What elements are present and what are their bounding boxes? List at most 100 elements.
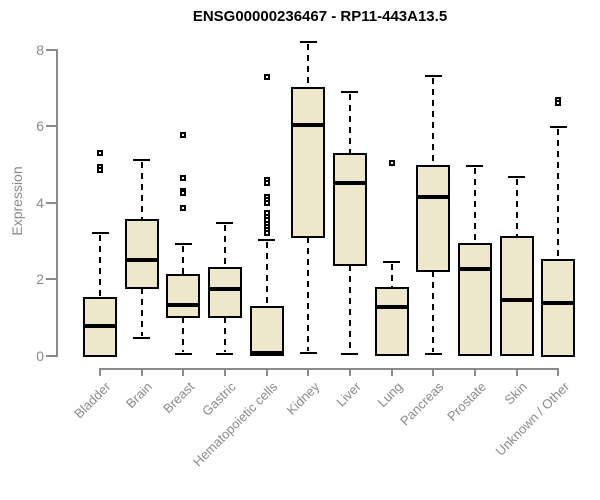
y-tick-label: 8 bbox=[36, 41, 44, 58]
median-line bbox=[166, 303, 201, 307]
whisker-upper bbox=[140, 162, 143, 220]
whisker-upper bbox=[307, 43, 310, 88]
x-tick-label: Bladder bbox=[71, 379, 114, 422]
x-tick bbox=[182, 369, 185, 376]
box bbox=[291, 86, 326, 239]
whisker-cap-lower bbox=[216, 353, 234, 356]
median-line bbox=[332, 181, 367, 186]
whisker-cap-lower bbox=[341, 352, 359, 355]
whisker-lower bbox=[348, 264, 351, 352]
whisker-upper bbox=[432, 77, 435, 167]
x-tick-label: Lung bbox=[374, 379, 406, 411]
y-tick bbox=[46, 48, 56, 51]
outlier-point bbox=[180, 175, 187, 182]
whisker-upper bbox=[557, 129, 560, 260]
x-tick bbox=[307, 369, 310, 376]
outlier-point bbox=[97, 150, 103, 157]
whisker-cap-lower bbox=[174, 353, 192, 356]
whisker-cap-upper bbox=[299, 40, 317, 43]
y-axis-line bbox=[56, 48, 58, 357]
box bbox=[499, 236, 534, 357]
y-tick-label: 6 bbox=[36, 118, 44, 134]
median-line bbox=[416, 194, 451, 199]
outlier-point bbox=[388, 160, 395, 167]
x-tick bbox=[223, 369, 226, 376]
outlier-point bbox=[180, 190, 187, 197]
x-tick bbox=[390, 369, 393, 376]
outlier-point bbox=[180, 205, 187, 212]
median-line bbox=[457, 267, 492, 272]
median-line bbox=[124, 257, 159, 262]
x-tick bbox=[515, 369, 518, 376]
whisker-upper bbox=[515, 178, 518, 238]
whisker-lower bbox=[182, 317, 185, 353]
whisker-upper bbox=[182, 246, 185, 276]
whisker-cap-upper bbox=[258, 238, 276, 241]
whisker-upper bbox=[390, 263, 393, 289]
box bbox=[166, 274, 201, 319]
whisker-cap-upper bbox=[549, 126, 567, 129]
whisker-cap-upper bbox=[216, 222, 234, 225]
box bbox=[374, 287, 409, 357]
x-tick bbox=[265, 369, 268, 376]
whisker-upper bbox=[99, 235, 101, 299]
box bbox=[249, 305, 284, 357]
outlier-point bbox=[263, 200, 270, 207]
y-tick-label: 4 bbox=[36, 194, 44, 211]
y-tick bbox=[46, 278, 56, 280]
y-tick-label: 0 bbox=[36, 347, 44, 364]
whisker-cap-upper bbox=[174, 243, 192, 246]
outlier-point bbox=[180, 131, 187, 138]
x-tick-label: Gastric bbox=[198, 379, 239, 419]
x-tick-label: Skin bbox=[501, 379, 531, 408]
box bbox=[124, 218, 159, 290]
whisker-lower bbox=[432, 270, 435, 352]
x-tick-label: Unknown / Other bbox=[492, 379, 572, 459]
x-tick bbox=[140, 369, 143, 376]
x-axis-line bbox=[99, 367, 560, 370]
x-tick bbox=[348, 369, 351, 376]
x-tick bbox=[557, 369, 560, 376]
whisker-lower bbox=[223, 316, 226, 353]
y-tick bbox=[46, 354, 56, 357]
outlier-point bbox=[263, 230, 270, 237]
median-line bbox=[499, 298, 534, 303]
whisker-cap-upper bbox=[424, 74, 442, 77]
whisker-cap-lower bbox=[299, 351, 317, 354]
whisker-cap-upper bbox=[466, 165, 484, 168]
whisker-cap-upper bbox=[341, 90, 359, 93]
whisker-lower bbox=[140, 288, 143, 336]
box bbox=[416, 165, 451, 272]
outlier-point bbox=[97, 166, 103, 173]
whisker-lower bbox=[307, 237, 310, 351]
box bbox=[332, 152, 367, 266]
whisker-cap-upper bbox=[91, 232, 109, 235]
whisker-upper bbox=[265, 241, 268, 307]
median-line bbox=[83, 324, 117, 329]
median-line bbox=[207, 287, 242, 292]
median-line bbox=[374, 305, 409, 310]
y-tick bbox=[46, 201, 56, 204]
x-tick bbox=[473, 369, 476, 376]
outlier-point bbox=[263, 73, 270, 80]
whisker-upper bbox=[348, 93, 351, 154]
whisker-cap-upper bbox=[508, 175, 526, 178]
y-tick-label: 2 bbox=[36, 271, 44, 287]
x-tick bbox=[432, 369, 435, 376]
whisker-cap-upper bbox=[133, 159, 151, 162]
box bbox=[457, 243, 492, 357]
whisker-upper bbox=[473, 168, 476, 245]
median-line bbox=[541, 300, 576, 305]
outlier-point bbox=[263, 180, 270, 187]
median-line bbox=[249, 350, 284, 355]
x-tick-label: Kidney bbox=[283, 379, 322, 418]
x-tick-label: Brain bbox=[123, 379, 156, 412]
median-line bbox=[291, 123, 326, 128]
box bbox=[207, 266, 242, 318]
x-tick-label: Pancreas bbox=[397, 379, 447, 429]
x-tick-label: Breast bbox=[159, 379, 197, 417]
y-tick bbox=[46, 125, 56, 127]
whisker-cap-lower bbox=[424, 352, 442, 355]
whisker-upper bbox=[223, 225, 226, 268]
